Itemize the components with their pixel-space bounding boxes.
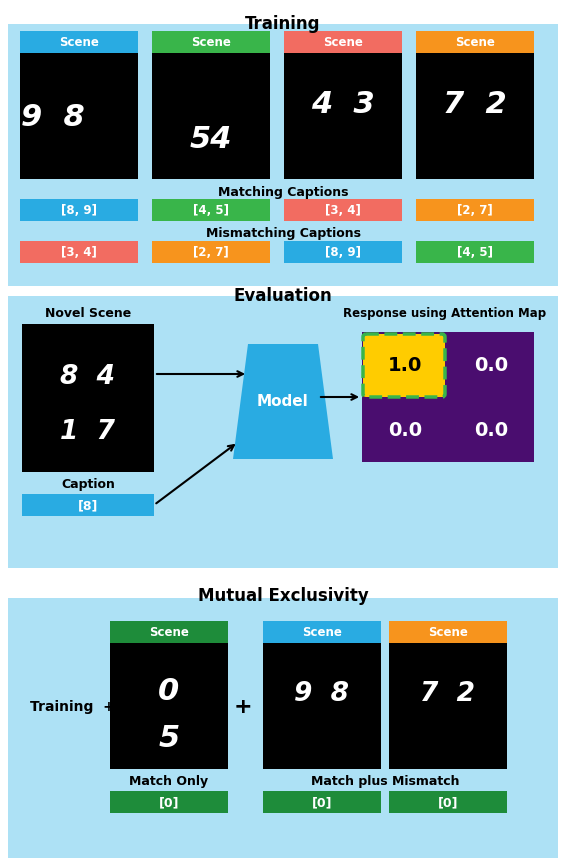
Text: [2, 7]: [2, 7] bbox=[457, 204, 493, 217]
Text: 0.0: 0.0 bbox=[474, 420, 508, 439]
FancyBboxPatch shape bbox=[152, 242, 270, 263]
Text: Matching Captions: Matching Captions bbox=[218, 186, 348, 199]
Text: 9  8: 9 8 bbox=[294, 680, 349, 707]
FancyBboxPatch shape bbox=[20, 242, 138, 263]
FancyBboxPatch shape bbox=[284, 32, 402, 54]
Text: +: + bbox=[234, 697, 252, 716]
FancyBboxPatch shape bbox=[389, 622, 507, 643]
Text: 1  7: 1 7 bbox=[61, 418, 115, 444]
Text: Response using Attention Map: Response using Attention Map bbox=[344, 307, 547, 319]
Text: Scene: Scene bbox=[302, 626, 342, 639]
Text: Scene: Scene bbox=[455, 36, 495, 49]
Text: Mismatching Captions: Mismatching Captions bbox=[205, 226, 361, 239]
FancyBboxPatch shape bbox=[416, 54, 534, 180]
Text: 0.0: 0.0 bbox=[388, 420, 422, 439]
FancyBboxPatch shape bbox=[20, 32, 138, 54]
Text: Match Only: Match Only bbox=[130, 774, 208, 787]
Text: [3, 4]: [3, 4] bbox=[61, 246, 97, 259]
FancyBboxPatch shape bbox=[416, 242, 534, 263]
Text: Evaluation: Evaluation bbox=[234, 287, 332, 305]
Text: [4, 5]: [4, 5] bbox=[193, 204, 229, 217]
Text: Scene: Scene bbox=[428, 626, 468, 639]
Text: 0.0: 0.0 bbox=[474, 356, 508, 375]
FancyBboxPatch shape bbox=[389, 643, 507, 769]
FancyBboxPatch shape bbox=[263, 622, 381, 643]
Text: Scene: Scene bbox=[149, 626, 189, 639]
Text: 7  2: 7 2 bbox=[421, 680, 475, 707]
Text: 1.0: 1.0 bbox=[388, 356, 422, 375]
FancyBboxPatch shape bbox=[110, 643, 228, 769]
Text: Scene: Scene bbox=[191, 36, 231, 49]
Text: Mutual Exclusivity: Mutual Exclusivity bbox=[198, 586, 368, 604]
Text: [4, 5]: [4, 5] bbox=[457, 246, 493, 259]
FancyBboxPatch shape bbox=[8, 297, 558, 568]
FancyBboxPatch shape bbox=[8, 598, 558, 858]
Text: Match plus Mismatch: Match plus Mismatch bbox=[311, 774, 459, 787]
Text: Scene: Scene bbox=[323, 36, 363, 49]
FancyBboxPatch shape bbox=[416, 200, 534, 222]
Text: 54: 54 bbox=[190, 125, 232, 154]
FancyBboxPatch shape bbox=[363, 335, 445, 398]
FancyBboxPatch shape bbox=[416, 32, 534, 54]
Text: [3, 4]: [3, 4] bbox=[325, 204, 361, 217]
FancyBboxPatch shape bbox=[152, 200, 270, 222]
Text: 7  2: 7 2 bbox=[443, 90, 507, 119]
FancyBboxPatch shape bbox=[20, 54, 138, 180]
FancyBboxPatch shape bbox=[20, 200, 138, 222]
Text: 5: 5 bbox=[158, 723, 179, 753]
Text: 8  4: 8 4 bbox=[61, 363, 115, 389]
FancyBboxPatch shape bbox=[362, 332, 534, 462]
Text: Training: Training bbox=[245, 15, 321, 33]
FancyBboxPatch shape bbox=[263, 791, 381, 813]
Text: [0]: [0] bbox=[312, 796, 332, 808]
Text: [8, 9]: [8, 9] bbox=[61, 204, 97, 217]
FancyBboxPatch shape bbox=[284, 242, 402, 263]
FancyBboxPatch shape bbox=[263, 643, 381, 769]
Text: Scene: Scene bbox=[59, 36, 99, 49]
FancyBboxPatch shape bbox=[284, 54, 402, 180]
FancyBboxPatch shape bbox=[152, 32, 270, 54]
FancyBboxPatch shape bbox=[110, 622, 228, 643]
FancyBboxPatch shape bbox=[389, 791, 507, 813]
FancyBboxPatch shape bbox=[284, 200, 402, 222]
Text: 0: 0 bbox=[158, 677, 179, 705]
Text: Caption: Caption bbox=[61, 478, 115, 491]
FancyBboxPatch shape bbox=[110, 791, 228, 813]
Text: 9  8: 9 8 bbox=[21, 102, 85, 132]
FancyBboxPatch shape bbox=[8, 25, 558, 287]
Text: Novel Scene: Novel Scene bbox=[45, 307, 131, 319]
FancyBboxPatch shape bbox=[22, 325, 154, 473]
Polygon shape bbox=[233, 344, 333, 460]
Text: 4  3: 4 3 bbox=[311, 90, 375, 119]
Text: [8]: [8] bbox=[78, 499, 98, 512]
Text: [2, 7]: [2, 7] bbox=[193, 246, 229, 259]
Text: Training  +: Training + bbox=[30, 699, 115, 713]
Text: [0]: [0] bbox=[438, 796, 458, 808]
Text: [8, 9]: [8, 9] bbox=[325, 246, 361, 259]
FancyBboxPatch shape bbox=[22, 494, 154, 517]
Text: Model: Model bbox=[257, 394, 309, 409]
FancyBboxPatch shape bbox=[152, 54, 270, 180]
Text: [0]: [0] bbox=[158, 796, 179, 808]
